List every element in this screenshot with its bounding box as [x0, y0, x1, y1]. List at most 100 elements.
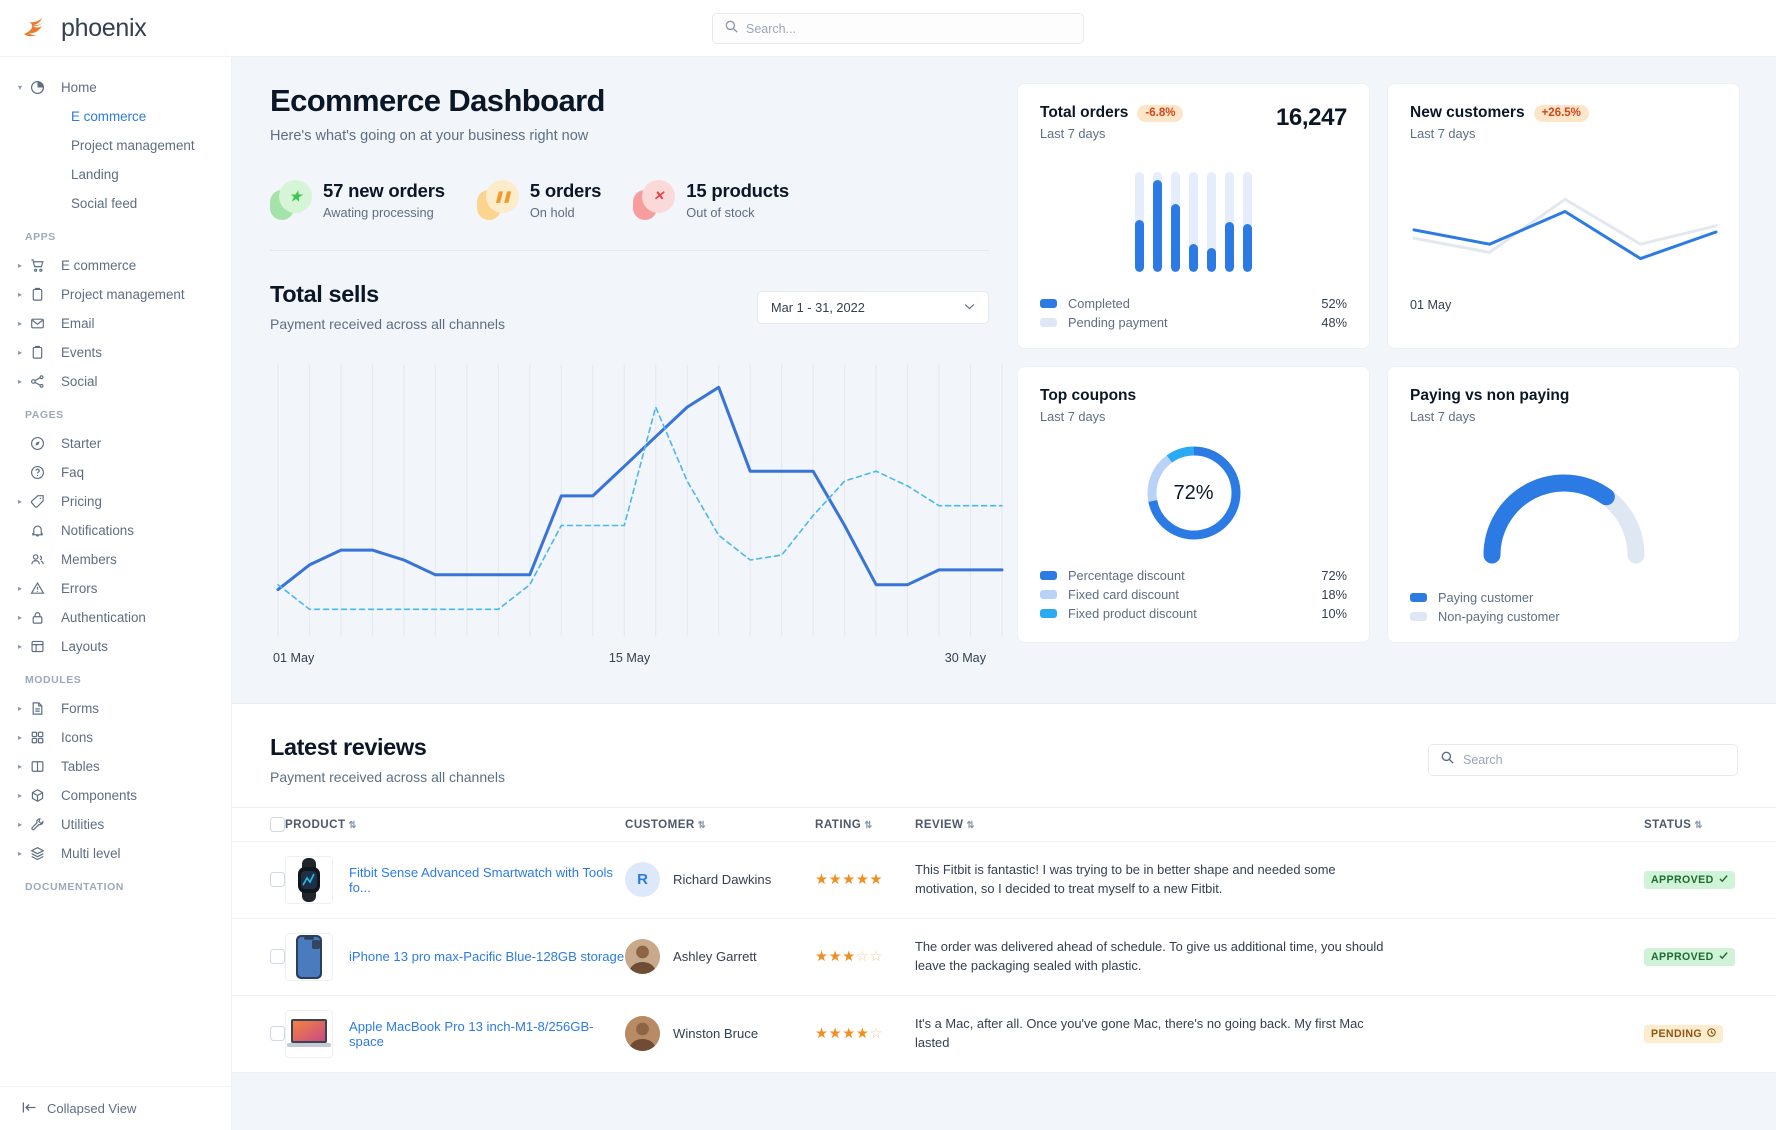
sidebar-item-components[interactable]: ▸ Components: [0, 781, 231, 810]
select-all-checkbox[interactable]: [270, 816, 285, 832]
stat-badge: ★: [270, 179, 312, 222]
star-icon: ★: [279, 179, 312, 213]
total-sells-header: Total sells Payment received across all …: [270, 281, 989, 332]
sidebar-item-events[interactable]: ▸ Events: [0, 338, 231, 367]
sidebar-item-label: Multi level: [61, 846, 121, 861]
select-all-header: [232, 806, 285, 842]
paying-gauge-chart: [1410, 450, 1717, 570]
sidebar-item-icons[interactable]: ▸ Icons: [0, 723, 231, 752]
review-cell: The order was delivered ahead of schedul…: [915, 918, 1626, 996]
sidebar-item-email[interactable]: ▸ Email: [0, 309, 231, 338]
legend-item: Fixed card discount 18%: [1040, 585, 1347, 604]
sidebar-item-app-project-management[interactable]: ▸ Project management: [0, 280, 231, 309]
page-title: Ecommerce Dashboard: [270, 83, 606, 118]
chevron-right-icon: ▸: [18, 496, 23, 506]
row-checkbox[interactable]: [270, 1026, 285, 1042]
bar: [1171, 172, 1180, 272]
status-badge: APPROVED: [1644, 948, 1735, 967]
product-cell: iPhone 13 pro max-Pacific Blue-128GB sto…: [285, 918, 625, 996]
total-sells-subtitle: Payment received across all channels: [270, 315, 506, 332]
sidebar-item-tables[interactable]: ▸ Tables: [0, 752, 231, 781]
chevron-right-icon: ▸: [18, 848, 23, 858]
card-new-customers: New customers +26.5% Last 7 days 01 May: [1387, 83, 1740, 349]
sidebar-item-faq[interactable]: Faq: [0, 458, 231, 487]
row-checkbox[interactable]: [270, 949, 285, 965]
sidebar-item-forms[interactable]: ▸ Forms: [0, 694, 231, 723]
sidebar-item-app-ecommerce[interactable]: ▸ E commerce: [0, 251, 231, 280]
nav-group-label-modules: MODULES: [25, 674, 82, 686]
card-title: Top coupons: [1040, 387, 1137, 404]
sidebar-item-label: Components: [61, 788, 137, 803]
layout-icon: [30, 639, 52, 654]
sidebar-item-home[interactable]: ▾ Home: [0, 73, 231, 102]
reviews-search-input[interactable]: [1463, 752, 1725, 767]
reviews-table-body: Fitbit Sense Advanced Smartwatch with To…: [232, 841, 1776, 1073]
pause-icon: ❚❚: [485, 179, 519, 213]
product-link[interactable]: iPhone 13 pro max-Pacific Blue-128GB sto…: [349, 949, 625, 965]
legend-swatch: [1040, 299, 1057, 308]
sidebar-item-errors[interactable]: ▸ Errors: [0, 574, 231, 603]
legend-value: 52%: [1321, 296, 1347, 311]
quick-stats-row: ★ 57 new orders Awating processing ❚❚: [270, 179, 989, 222]
collapse-view-button[interactable]: Collapsed View: [0, 1086, 231, 1130]
sort-icon: ⇅: [1694, 819, 1703, 831]
date-range-value: Mar 1 - 31, 2022: [771, 299, 865, 315]
search-input[interactable]: [746, 21, 1071, 36]
sidebar-item-landing[interactable]: Landing: [71, 167, 119, 182]
star-icon: ☆: [869, 948, 884, 965]
grid-icon: [30, 730, 52, 745]
column-header-review[interactable]: REVIEW ⇅: [915, 806, 1626, 842]
column-header-status[interactable]: STATUS ⇅: [1626, 806, 1776, 842]
sidebar-item-social-feed[interactable]: Social feed: [71, 196, 138, 211]
latest-reviews-subtitle: Payment received across all channels: [270, 768, 506, 785]
sidebar-item-social[interactable]: ▸ Social: [0, 367, 231, 396]
column-header-rating[interactable]: RATING ⇅: [815, 806, 915, 842]
sidebar-item-members[interactable]: Members: [0, 545, 231, 574]
customer-name: Richard Dawkins: [673, 872, 772, 888]
table-row[interactable]: Fitbit Sense Advanced Smartwatch with To…: [232, 841, 1776, 919]
dashboard-left-column: Ecommerce Dashboard Here's what's going …: [232, 83, 1017, 665]
star-icon: ★: [842, 871, 856, 888]
question-circle-icon: [30, 465, 52, 480]
legend-value: 48%: [1321, 315, 1347, 330]
sidebar-item-label: Pricing: [61, 494, 102, 509]
reviews-search[interactable]: [1428, 743, 1738, 776]
sidebar-item-layouts[interactable]: ▸ Layouts: [0, 632, 231, 661]
table-row[interactable]: Apple MacBook Pro 13 inch-M1-8/256GB-spa…: [232, 995, 1776, 1073]
legend-swatch: [1040, 318, 1057, 327]
chevron-right-icon: ▸: [18, 761, 23, 771]
table-row[interactable]: iPhone 13 pro max-Pacific Blue-128GB sto…: [232, 918, 1776, 996]
rating-stars: ★★★★☆: [815, 1026, 883, 1042]
sidebar-item-multi-level[interactable]: ▸ Multi level: [0, 839, 231, 868]
rating-stars: ★★★☆☆: [815, 949, 883, 965]
tag-icon: [30, 494, 52, 509]
sidebar-item-starter[interactable]: Starter: [0, 429, 231, 458]
x-tick-label: 30 May: [944, 650, 986, 665]
product-link[interactable]: Apple MacBook Pro 13 inch-M1-8/256GB-spa…: [349, 1018, 594, 1049]
pie-chart-icon: [30, 80, 52, 95]
chevron-right-icon: ▸: [18, 819, 23, 829]
sidebar-item-authentication[interactable]: ▸ Authentication: [0, 603, 231, 632]
sidebar-item-ecommerce[interactable]: E commerce: [71, 109, 147, 124]
brand-logo-link[interactable]: phoenix: [0, 14, 232, 43]
nav-group-home: ▾ Home E commerce Project management Lan…: [0, 73, 231, 218]
product-link[interactable]: Fitbit Sense Advanced Smartwatch with To…: [349, 864, 613, 895]
share-nodes-icon: [30, 374, 52, 389]
sidebar-item-utilities[interactable]: ▸ Utilities: [0, 810, 231, 839]
sidebar-item-label: Email: [61, 316, 95, 331]
row-checkbox[interactable]: [270, 872, 285, 888]
total-orders-bar-chart: [1040, 167, 1347, 272]
column-header-customer[interactable]: CUSTOMER ⇅: [625, 806, 815, 842]
date-range-picker[interactable]: Mar 1 - 31, 2022: [757, 290, 989, 324]
global-search[interactable]: [712, 13, 1084, 44]
paying-legend: Paying customer Non-paying customer: [1410, 588, 1717, 626]
sidebar-item-project-management[interactable]: Project management: [71, 138, 195, 153]
search-icon: [1441, 751, 1454, 769]
sidebar-item-pricing[interactable]: ▸ Pricing: [0, 487, 231, 516]
search-icon: [725, 20, 738, 38]
sidebar-item-label: Icons: [61, 730, 94, 745]
legend-label: Completed: [1068, 296, 1130, 311]
sidebar-item-notifications[interactable]: Notifications: [0, 516, 231, 545]
column-header-product[interactable]: PRODUCT ⇅: [285, 806, 625, 842]
legend-swatch: [1040, 571, 1057, 580]
